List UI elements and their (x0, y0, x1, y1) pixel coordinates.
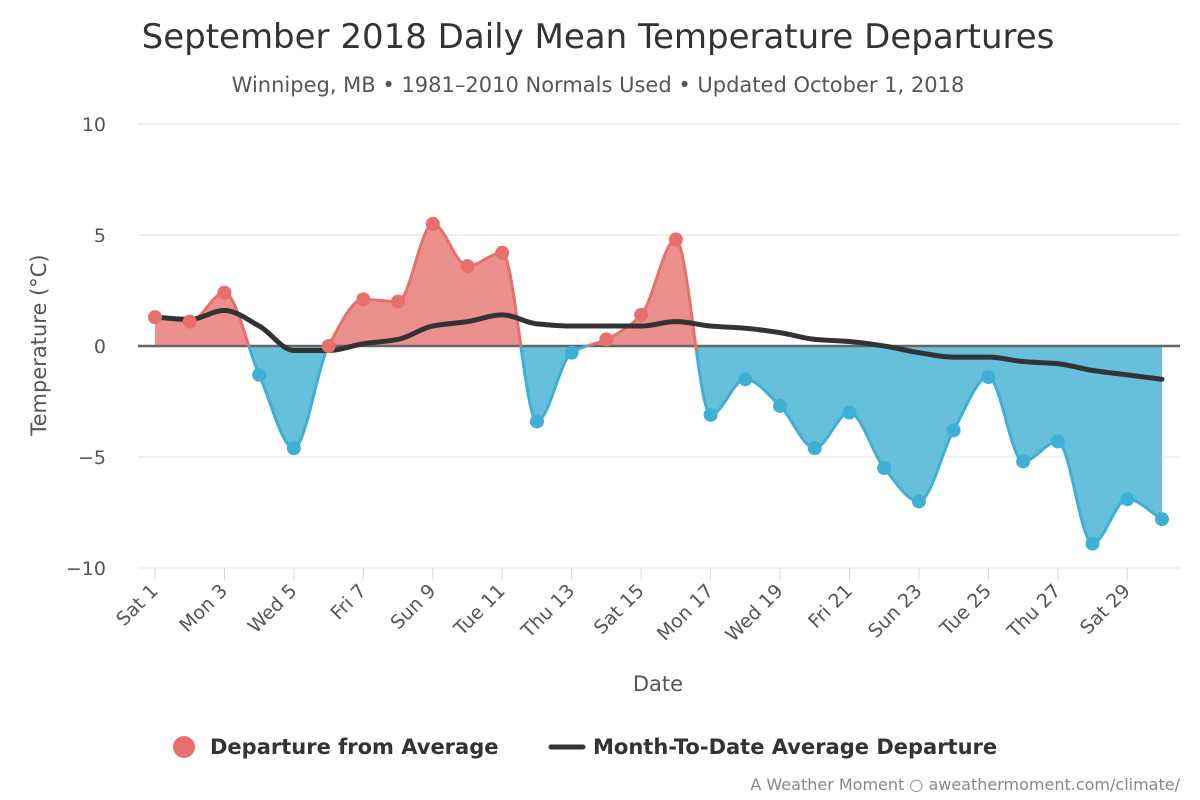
departure-point[interactable] (529, 414, 544, 429)
chart-subtitle: Winnipeg, MB • 1981–2010 Normals Used • … (232, 73, 965, 97)
departure-point[interactable] (391, 294, 406, 309)
departure-point[interactable] (1085, 536, 1100, 551)
departure-point[interactable] (634, 307, 649, 322)
departure-point[interactable] (148, 310, 162, 325)
departure-point[interactable] (321, 339, 336, 353)
month-to-date-line (152, 307, 1165, 382)
departure-line-segment (695, 351, 1163, 546)
departure-point[interactable] (1050, 434, 1065, 449)
departure-point[interactable] (182, 314, 197, 329)
departure-point[interactable] (286, 441, 301, 456)
x-tick-label: Tue 11 (449, 580, 510, 641)
y-tick-label: 5 (94, 225, 106, 247)
departure-point[interactable] (911, 494, 926, 509)
legend-label-month-to-date: Month-To-Date Average Departure (593, 735, 997, 759)
legend-marker-departure (173, 736, 195, 758)
x-axis: Sat 1 Mon 3 Wed 5 Fri 7 Sun 9 Tue 11 Thu 13 Sat… (112, 568, 1135, 646)
departure-point[interactable] (1016, 454, 1031, 469)
legend-label-departure: Departure from Average (210, 735, 498, 759)
x-tick-label: Sun 9 (386, 580, 440, 634)
departure-points (148, 216, 1169, 551)
x-tick-label: Wed 5 (244, 580, 302, 638)
x-tick-label: Wed 19 (721, 580, 787, 646)
legend-item-departure[interactable]: Departure from Average (173, 735, 498, 759)
departure-point[interactable] (773, 398, 788, 413)
y-tick-label: 0 (94, 336, 106, 358)
departure-point[interactable] (981, 370, 996, 385)
departure-point[interactable] (877, 461, 892, 476)
departure-point[interactable] (356, 292, 371, 307)
y-tick-label: −10 (66, 558, 106, 580)
departure-point[interactable] (946, 423, 961, 438)
departure-point[interactable] (217, 285, 232, 300)
x-tick-label: Sun 23 (864, 580, 926, 642)
departure-point[interactable] (1155, 512, 1169, 527)
x-tick-label: Mon 3 (175, 580, 232, 637)
x-tick-label: Mon 17 (653, 580, 718, 645)
legend[interactable]: Departure from Average Month-To-Date Ave… (173, 735, 997, 759)
departure-point[interactable] (252, 367, 267, 382)
x-tick-label: Fri 7 (326, 580, 370, 624)
departure-point[interactable] (599, 332, 614, 347)
chart-title: September 2018 Daily Mean Temperature De… (142, 17, 1055, 57)
x-tick-label: Thu 27 (1002, 580, 1065, 643)
legend-item-month-to-date[interactable]: Month-To-Date Average Departure (548, 735, 997, 759)
y-tick-label: −5 (78, 447, 106, 469)
negative-departure-area (155, 346, 1162, 544)
positive-departure-area (155, 223, 1162, 346)
credit-link[interactable]: A Weather Moment ○ aweathermoment.com/cl… (750, 775, 1180, 794)
x-tick-label: Thu 13 (516, 580, 579, 643)
x-tick-label: Tue 25 (935, 580, 996, 641)
y-axis-title: Temperature (°C) (27, 254, 51, 436)
departure-point[interactable] (738, 372, 753, 387)
x-tick-label: Sat 15 (590, 580, 649, 639)
departure-point[interactable] (425, 216, 440, 231)
departure-point[interactable] (842, 405, 857, 420)
departure-point[interactable] (460, 259, 475, 274)
x-tick-label: Sat 29 (1076, 580, 1135, 639)
departure-point[interactable] (668, 232, 683, 247)
departure-point[interactable] (1120, 492, 1135, 507)
x-tick-label: Fri 21 (804, 580, 857, 633)
y-axis: 10 5 0 −5 −10 (66, 114, 106, 580)
departure-point[interactable] (807, 441, 822, 456)
departure-point[interactable] (703, 407, 718, 422)
x-tick-label: Sat 1 (112, 580, 162, 630)
departure-point[interactable] (564, 345, 579, 360)
departure-point[interactable] (495, 245, 510, 260)
gridlines (138, 123, 1180, 569)
y-tick-label: 10 (82, 114, 106, 136)
departure-areas (155, 223, 1162, 544)
x-axis-title: Date (633, 672, 683, 696)
